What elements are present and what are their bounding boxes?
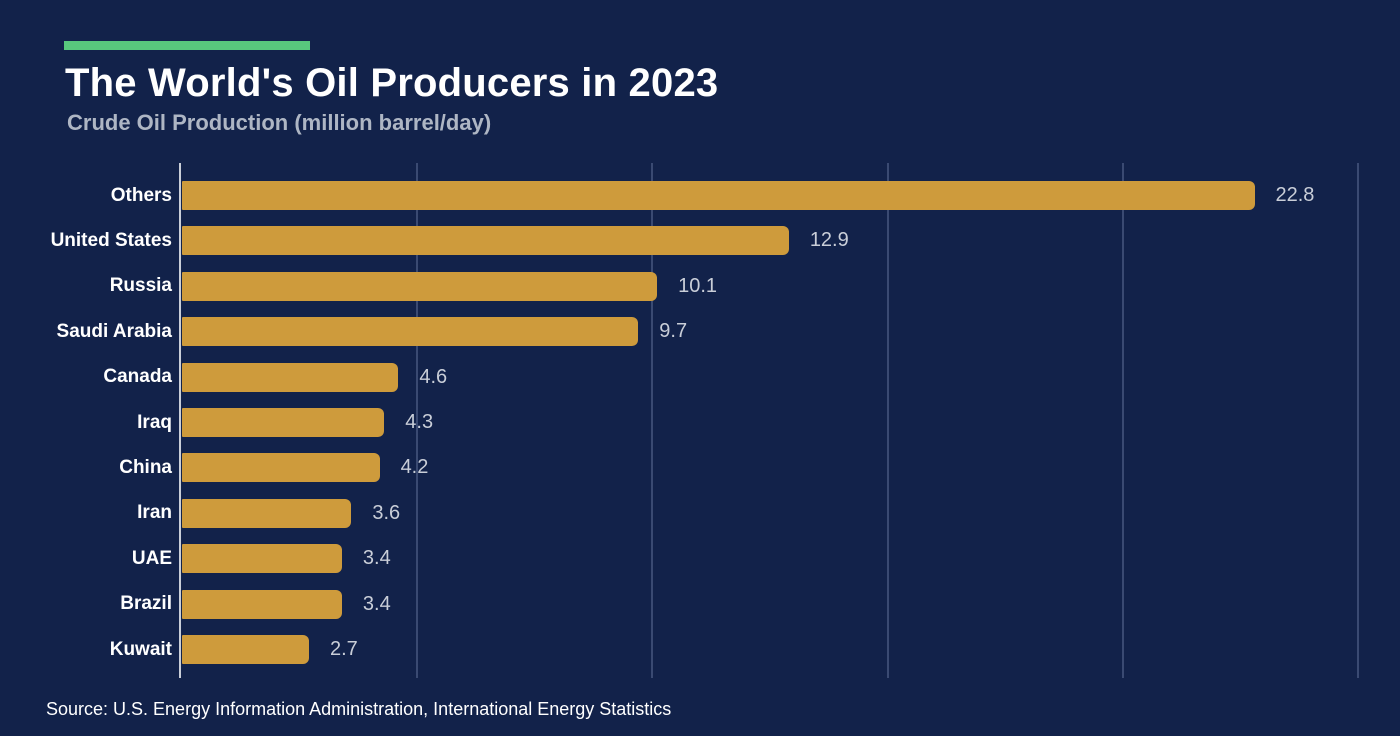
gridline-x-15 [886, 163, 889, 678]
bar [182, 498, 352, 528]
value-label: 3.4 [362, 547, 391, 570]
chart-row: Iraq 4.3 [0, 408, 1400, 437]
category-label: Iraq [137, 411, 172, 433]
bar-chart: Others 22.8 United States 12.9 Russia 10.1 Sau… [0, 163, 1400, 678]
chart-row: Russia 10.1 [0, 271, 1400, 301]
chart-row: Saudi Arabia 9.7 [0, 317, 1400, 347]
category-label: Others [110, 184, 172, 206]
value-label: 12.9 [809, 229, 849, 252]
title-accent-bar [64, 41, 310, 50]
chart-subtitle: Crude Oil Production (million barrel/day… [67, 110, 492, 135]
chart-title: The World's Oil Producers in 2023 [65, 61, 719, 105]
bar [182, 635, 309, 664]
value-label: 4.6 [419, 365, 448, 388]
category-label: Russia [109, 275, 172, 297]
category-label: UAE [131, 547, 172, 569]
gridline-x-10 [651, 163, 654, 678]
gridline-x-5 [416, 163, 419, 678]
gridline-x-25 [1357, 163, 1359, 678]
category-label: Canada [103, 366, 172, 388]
value-label: 3.4 [362, 592, 391, 615]
value-label: 9.7 [659, 320, 688, 343]
y-axis-line [179, 163, 181, 678]
source-note: Source: U.S. Energy Information Administ… [46, 699, 672, 719]
category-label: Brazil [120, 593, 172, 615]
category-label: Saudi Arabia [56, 320, 172, 342]
chart-row: Kuwait 2.7 [0, 635, 1400, 664]
bar [182, 408, 385, 437]
bar [182, 362, 399, 392]
gridline-x-20 [1121, 163, 1124, 678]
plot-area [179, 163, 1359, 678]
chart-row: Brazil 3.4 [0, 589, 1400, 619]
chart-row: UAE 3.4 [0, 544, 1400, 574]
chart-row: China 4.2 [0, 453, 1400, 483]
value-label: 4.3 [405, 411, 434, 433]
chart-row: Others 22.8 [0, 181, 1400, 210]
bar [182, 453, 380, 483]
chart-row: Iran 3.6 [0, 498, 1400, 528]
chart-row: United States 12.9 [0, 226, 1400, 256]
value-label: 3.6 [372, 501, 401, 524]
value-label: 4.2 [400, 456, 429, 479]
bar [182, 271, 658, 301]
bar [182, 181, 1255, 210]
bar [182, 226, 789, 256]
category-label: Kuwait [109, 638, 172, 660]
bar [182, 317, 639, 347]
bar [182, 589, 342, 619]
category-label: China [119, 456, 172, 478]
category-label: United States [50, 229, 172, 251]
value-label: 2.7 [330, 638, 358, 660]
chart-row: Canada 4.6 [0, 362, 1400, 392]
category-label: Iran [137, 502, 172, 524]
value-label: 22.8 [1275, 184, 1315, 206]
value-label: 10.1 [678, 274, 718, 297]
bar [182, 544, 342, 574]
